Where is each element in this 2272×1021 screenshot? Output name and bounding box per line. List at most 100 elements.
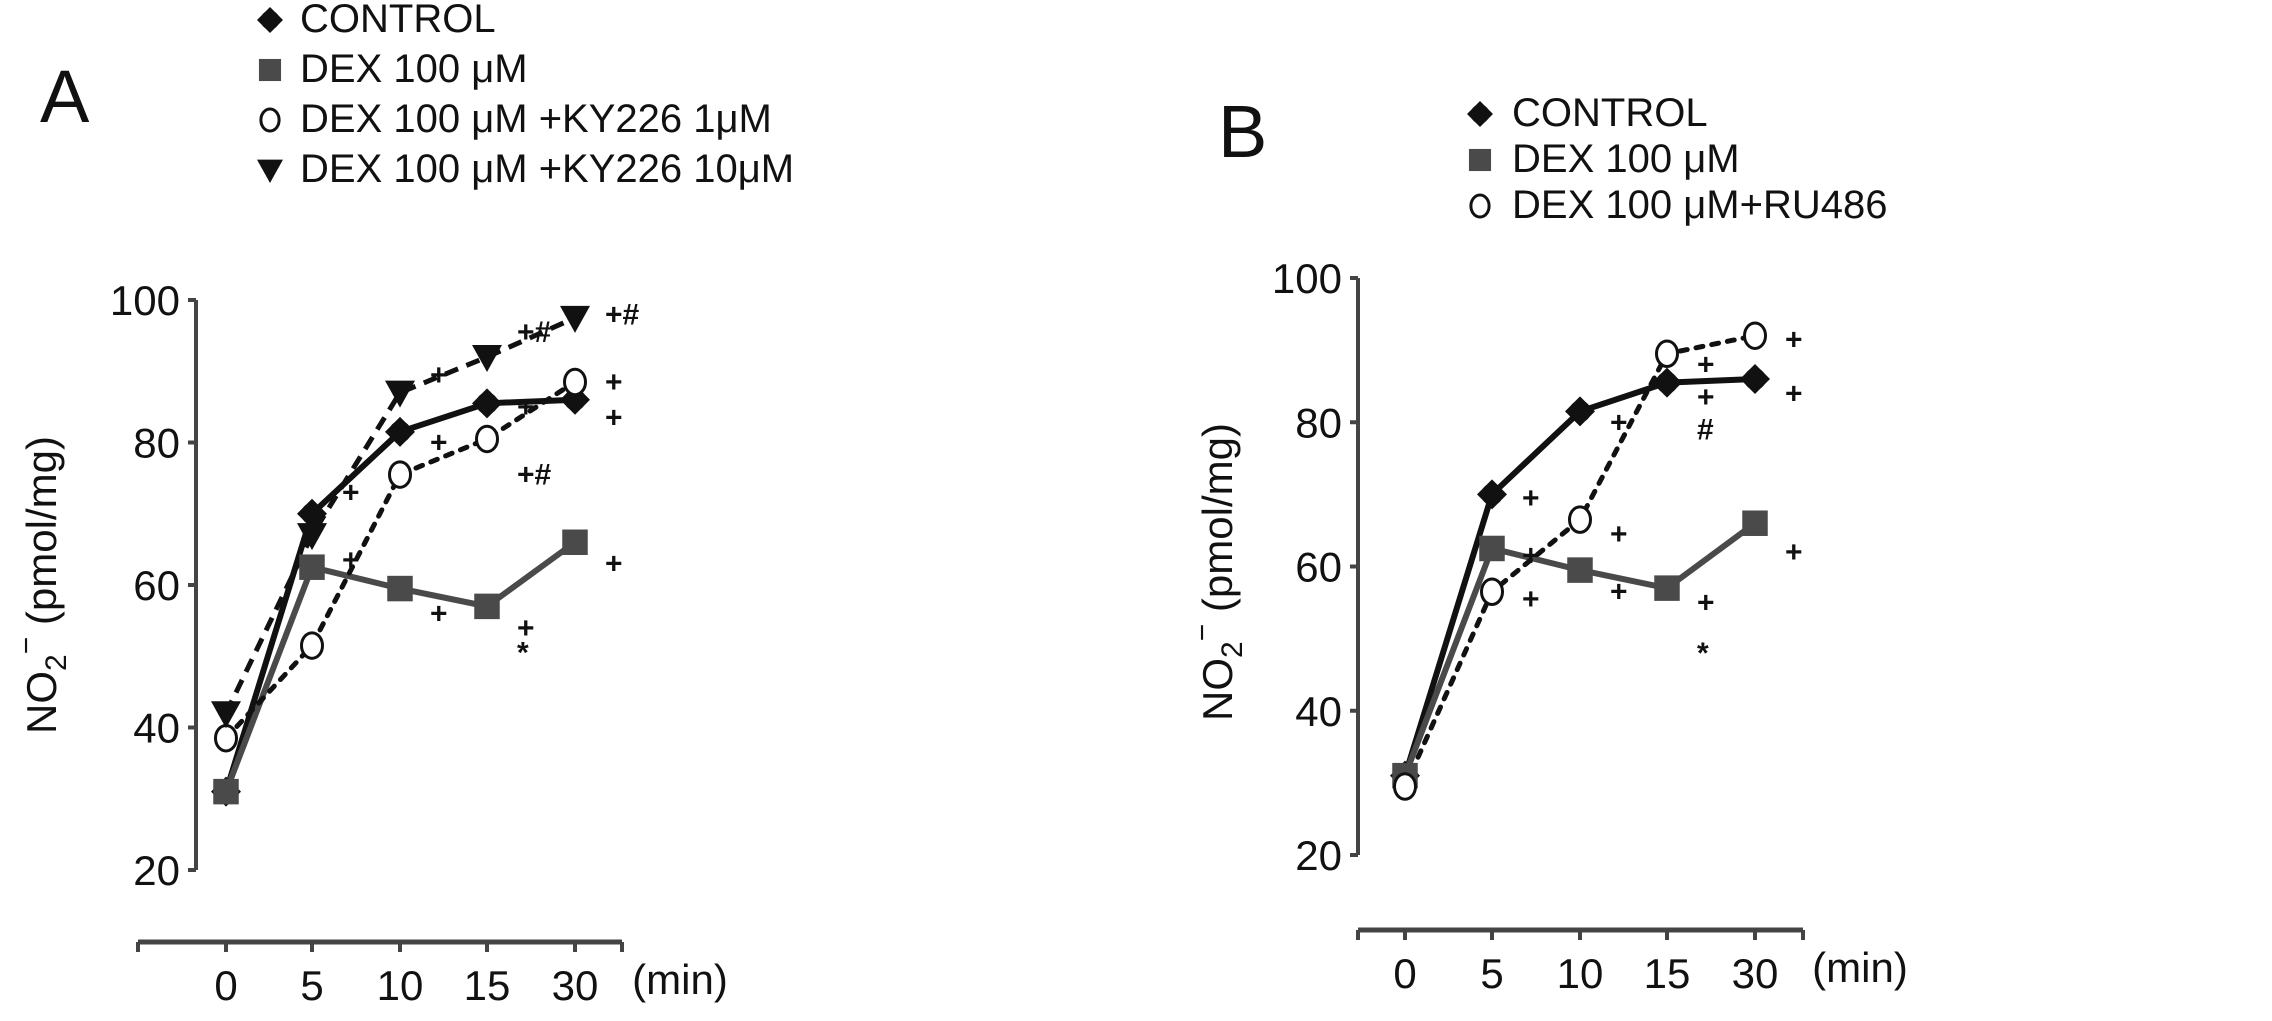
significance-mark: +# [517, 459, 552, 492]
x-tick-label: 10 [377, 962, 424, 1009]
data-point-s0-3-core [476, 392, 498, 415]
x-tick-label: 30 [1732, 950, 1779, 997]
x-tick-label: 15 [464, 962, 511, 1009]
x-tick-label: 30 [552, 962, 599, 1009]
legend-marker-0-core [260, 10, 280, 30]
y-tick-label: 80 [1295, 399, 1342, 446]
data-point-s2-3 [1655, 339, 1679, 368]
x-axis-title: (min) [1812, 944, 1908, 991]
x-tick-label: 15 [1644, 950, 1691, 997]
data-point-s2-4 [1743, 321, 1767, 350]
y-tick-label: 100 [110, 277, 180, 324]
significance-mark: + [605, 366, 623, 399]
y-tick-label: 60 [1295, 544, 1342, 591]
legend-entry-2: DEX 100 μM+RU486 [1512, 183, 1887, 227]
significance-mark: +# [605, 298, 640, 331]
significance-mark: + [342, 476, 360, 509]
y-axis-title-sup: − [1186, 624, 1219, 642]
data-point-s2-1 [1480, 577, 1504, 606]
plot-area-b: ++++++++#+*+++ [1390, 321, 1803, 801]
y-tick-label: 20 [133, 847, 180, 894]
legend-marker-2 [259, 107, 281, 133]
significance-mark: + [1697, 381, 1715, 414]
y-axis-title-base: NO [18, 671, 65, 734]
significance-mark: + [1785, 377, 1803, 410]
significance-mark: + [1785, 323, 1803, 356]
significance-mark: + [342, 544, 360, 577]
chart-panel-a: A CONTROL DEX 100 μM DEX 100 μM +KY226 1μM… [10, 0, 794, 1009]
x-tick-label: 0 [1393, 950, 1416, 997]
significance-mark: + [1522, 540, 1540, 573]
data-point-s1-4 [1742, 510, 1768, 536]
data-point-s0-1-core [301, 502, 323, 525]
data-point-s1-1 [1479, 535, 1505, 562]
y-tick-label: 40 [1295, 688, 1342, 735]
y-axis-title-sup: − [10, 637, 43, 655]
axes-b: 20 40 60 80 100 NO2− (pmol/mg) 0 5 10 15 30 (min) [1186, 255, 1908, 997]
significance-mark: + [605, 402, 623, 435]
legend-entry-1: DEX 100 μM [1512, 137, 1740, 181]
significance-mark: + [517, 612, 535, 645]
significance-mark: + [1522, 482, 1540, 515]
legend-marker-3 [257, 159, 283, 183]
y-axis-title: NO2− (pmol/mg) [1186, 423, 1249, 721]
y-tick-label: 40 [133, 705, 180, 752]
significance-mark: + [1697, 587, 1715, 620]
data-point-s2-4 [563, 367, 587, 397]
legend-entry-3: DEX 100 μM +KY226 10μM [300, 147, 794, 191]
data-point-s0-3-core [1656, 371, 1678, 394]
legend-marker-1 [1468, 148, 1492, 172]
significance-mark: * [517, 637, 529, 670]
plot-area-a: ++++++#++#+*+#+++ [211, 298, 640, 807]
panel-label-b: B [1218, 90, 1267, 173]
significance-mark: +# [517, 316, 552, 349]
significance-mark: + [1610, 406, 1628, 439]
data-point-s2-0 [1393, 772, 1417, 801]
x-axis-title: (min) [632, 956, 728, 1003]
data-point-s0-2-core [1569, 400, 1591, 423]
data-point-s0-4-core [1744, 368, 1766, 390]
y-tick-label: 100 [1272, 255, 1342, 302]
y-tick-label: 60 [133, 562, 180, 609]
y-tick-label: 80 [133, 420, 180, 467]
x-tick-label: 0 [214, 962, 237, 1009]
data-point-s0-1-core [1481, 483, 1503, 506]
data-point-s2-0 [214, 723, 238, 753]
data-point-s1-2 [387, 575, 413, 602]
data-point-s1-1 [299, 554, 325, 580]
data-point-s3-4 [560, 305, 590, 333]
y-tick-label: 20 [1295, 832, 1342, 879]
y-axis-title-unit: (pmol/mg) [1194, 423, 1241, 624]
data-point-s1-3 [474, 593, 500, 620]
data-point-s1-4 [562, 529, 588, 555]
x-tick-label: 5 [1480, 950, 1503, 997]
data-point-s3-0 [211, 701, 241, 729]
data-point-s3-1 [297, 523, 327, 551]
significance-mark: + [1785, 536, 1803, 569]
significance-mark: + [1697, 349, 1715, 382]
data-point-s2-2 [388, 460, 412, 489]
y-axis-title: NO2− (pmol/mg) [10, 436, 73, 734]
significance-mark: * [1697, 637, 1709, 670]
significance-mark: # [1697, 413, 1714, 446]
data-point-s2-1 [300, 631, 324, 660]
data-point-s1-3 [1654, 575, 1680, 601]
significance-mark: + [517, 391, 535, 424]
significance-mark: + [430, 359, 448, 392]
series-line-3 [223, 315, 577, 715]
data-point-s3-2 [385, 380, 415, 408]
y-axis-title-sub: 2 [1216, 641, 1249, 658]
x-tick-label: 5 [300, 962, 323, 1009]
significance-mark: + [430, 598, 448, 631]
x-tick-label: 10 [1557, 950, 1604, 997]
axes-a: 20 40 60 80 100 NO2− (pmol/mg) 0 5 10 15 30 (min) [10, 277, 728, 1009]
y-axis-title-base: NO [1194, 658, 1241, 721]
significance-mark: + [1610, 518, 1628, 551]
data-point-s3-3 [472, 345, 502, 372]
legend-marker-2 [1469, 193, 1491, 219]
legend-a: CONTROL DEX 100 μM DEX 100 μM +KY226 1μM DE… [257, 0, 794, 191]
data-point-s1-0 [213, 778, 239, 805]
